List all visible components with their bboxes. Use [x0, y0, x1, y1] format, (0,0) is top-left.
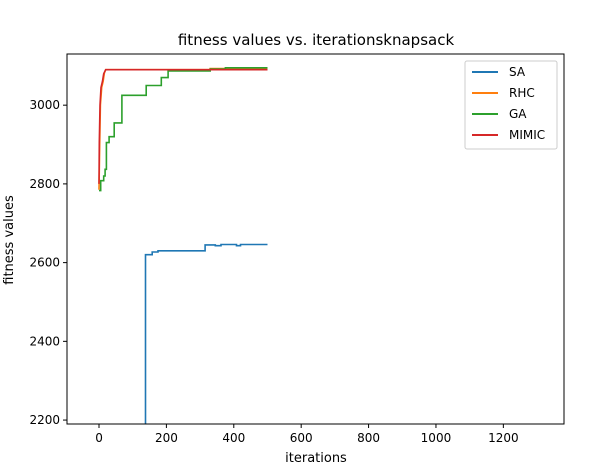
series-line-mimic: [98, 68, 268, 184]
legend-box: [464, 60, 558, 150]
x-tick-label: 800: [357, 431, 380, 445]
legend-label-ga: GA: [509, 107, 527, 121]
x-tick-label: 1000: [421, 431, 452, 445]
y-tick-label: 2600: [29, 256, 60, 270]
axes: 0 200 400 600 800 1000 1200 2200 2400 2600 2800 300…: [29, 53, 565, 445]
series-lines: [98, 67, 268, 424]
legend: SA RHC GA MIMIC: [464, 60, 558, 150]
legend-label-mimic: MIMIC: [509, 128, 545, 142]
x-axis-label: iterations: [285, 451, 347, 466]
x-tick-label: 200: [155, 431, 178, 445]
y-tick-label: 2800: [29, 177, 60, 191]
y-tick-label: 2400: [29, 334, 60, 348]
series-line-ga: [99, 67, 268, 192]
chart-title: fitness values vs. iterationsknapsack: [178, 31, 455, 49]
y-tick-label: 2200: [29, 413, 60, 427]
plot-frame: [66, 53, 565, 425]
series-line-sa: [144, 243, 268, 424]
y-axis-label: fitness values: [2, 195, 17, 285]
x-tick-label: 1200: [488, 431, 519, 445]
legend-label-sa: SA: [509, 65, 526, 79]
x-tick-label: 0: [95, 431, 103, 445]
y-tick-label: 3000: [29, 98, 60, 112]
x-tick-label: 400: [222, 431, 245, 445]
x-tick-label: 600: [290, 431, 313, 445]
legend-label-rhc: RHC: [509, 86, 535, 100]
